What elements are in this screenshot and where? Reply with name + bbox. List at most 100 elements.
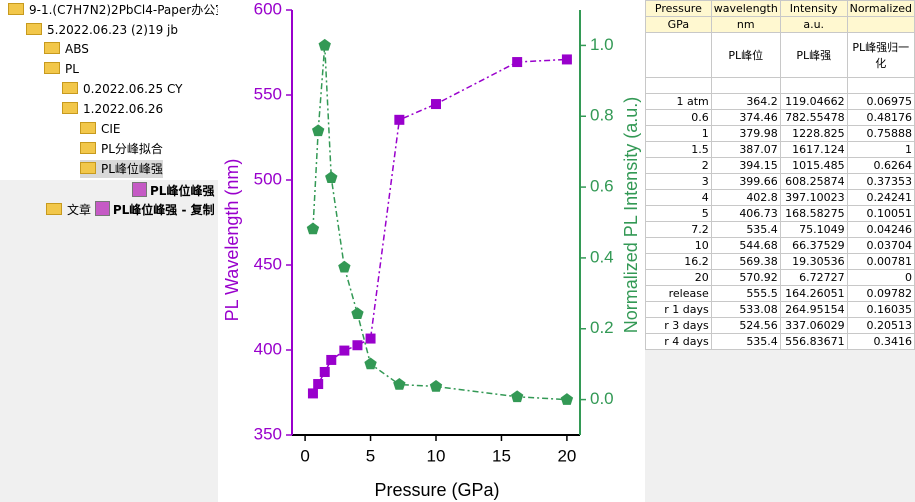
cell[interactable]: 1 xyxy=(645,125,712,142)
cell[interactable]: 4 xyxy=(645,189,712,206)
label: PL峰位峰强 - 复制 xyxy=(112,203,215,217)
cell[interactable]: Intensity xyxy=(779,0,848,17)
cell[interactable] xyxy=(846,77,915,94)
cell[interactable]: 364.2 xyxy=(710,93,781,110)
cell[interactable]: Normalized xyxy=(846,0,915,17)
tree-item[interactable]: ABS xyxy=(44,40,89,58)
cell[interactable]: 0.10051 xyxy=(846,205,915,222)
cell[interactable]: 1228.825 xyxy=(779,125,848,142)
cell[interactable] xyxy=(846,16,915,33)
cell[interactable]: 0.20513 xyxy=(846,317,915,334)
cell[interactable]: 397.10023 xyxy=(779,189,848,206)
header-row: GPa nm a.u. xyxy=(645,16,915,33)
cell[interactable]: 379.98 xyxy=(710,125,781,142)
cell[interactable]: 1 xyxy=(846,141,915,158)
cell[interactable]: 119.04662 xyxy=(779,93,848,110)
cell[interactable]: 19.30536 xyxy=(779,253,848,270)
cell[interactable]: 6.72727 xyxy=(779,269,848,286)
cell[interactable]: 569.38 xyxy=(710,253,781,270)
cell[interactable]: 1617.124 xyxy=(779,141,848,158)
window-tab[interactable]: 文章 PL峰位峰强 - 复制 xyxy=(46,201,215,218)
cell[interactable]: 16.2 xyxy=(645,253,712,270)
cell[interactable]: 0 xyxy=(846,269,915,286)
tree-item[interactable]: 9-1.(C7H7N2)2PbCl4-Paper办公室 xyxy=(8,1,218,19)
cell[interactable]: 0.03704 xyxy=(846,237,915,254)
cell[interactable]: 337.06029 xyxy=(779,317,848,334)
cell[interactable]: 402.8 xyxy=(710,189,781,206)
cell[interactable]: 0.04246 xyxy=(846,221,915,238)
cell[interactable]: 0.06975 xyxy=(846,93,915,110)
cell[interactable]: 374.46 xyxy=(710,109,781,126)
cell[interactable]: GPa xyxy=(645,16,712,33)
cell[interactable]: a.u. xyxy=(779,16,848,33)
cell[interactable]: 0.3416 xyxy=(846,333,915,350)
cell[interactable]: 1015.485 xyxy=(779,157,848,174)
cell[interactable]: 394.15 xyxy=(710,157,781,174)
cell[interactable]: 1.5 xyxy=(645,141,712,158)
cell[interactable] xyxy=(645,32,712,78)
cell[interactable]: 0.6 xyxy=(645,109,712,126)
cell[interactable]: release xyxy=(645,285,712,302)
cell[interactable]: 555.5 xyxy=(710,285,781,302)
marker xyxy=(364,357,377,370)
cell[interactable]: r 3 days xyxy=(645,317,712,334)
cell[interactable]: r 1 days xyxy=(645,301,712,318)
cell[interactable]: 0.75888 xyxy=(846,125,915,142)
cell[interactable]: 0.16035 xyxy=(846,301,915,318)
cell[interactable]: nm xyxy=(710,16,781,33)
cell[interactable]: Pressure xyxy=(645,0,712,17)
cell[interactable]: 0.24241 xyxy=(846,189,915,206)
cell[interactable]: PL峰强归一化 xyxy=(846,32,915,78)
cell[interactable]: 608.25874 xyxy=(779,173,848,190)
cell[interactable]: 10 xyxy=(645,237,712,254)
cell[interactable]: 533.08 xyxy=(710,301,781,318)
cell[interactable]: 3 xyxy=(645,173,712,190)
cell[interactable]: PL峰位 xyxy=(710,32,781,78)
cell[interactable]: PL峰强 xyxy=(779,32,848,78)
cell[interactable]: 387.07 xyxy=(710,141,781,158)
tree-item[interactable]: 5.2022.06.23 (2)19 jb xyxy=(26,21,178,39)
y-tick-label: 350 xyxy=(254,424,282,443)
cell[interactable]: 164.26051 xyxy=(779,285,848,302)
data-row: 16.2 569.38 19.30536 0.00781 xyxy=(645,253,915,270)
marker xyxy=(561,54,572,65)
cell[interactable] xyxy=(645,77,712,94)
cell[interactable]: wavelength xyxy=(710,0,781,17)
cell[interactable]: 75.1049 xyxy=(779,221,848,238)
cell[interactable]: r 4 days xyxy=(645,333,712,350)
cell[interactable]: 0.09782 xyxy=(846,285,915,302)
y-tick-label: 500 xyxy=(254,169,282,188)
cell[interactable]: 535.4 xyxy=(710,221,781,238)
cell[interactable]: 7.2 xyxy=(645,221,712,238)
cell[interactable]: 2 xyxy=(645,157,712,174)
tree-item[interactable]: PL分峰拟合 xyxy=(80,140,163,158)
tree-item[interactable]: CIE xyxy=(80,120,121,138)
cell[interactable]: 570.92 xyxy=(710,269,781,286)
tree-item[interactable]: PL xyxy=(44,60,79,78)
cell[interactable]: 264.95154 xyxy=(779,301,848,318)
cell[interactable]: 20 xyxy=(645,269,712,286)
cell[interactable]: 782.55478 xyxy=(779,109,848,126)
cell[interactable]: 168.58275 xyxy=(779,205,848,222)
window-tab[interactable]: PL峰位峰强 xyxy=(132,182,214,199)
cell[interactable]: 399.66 xyxy=(710,173,781,190)
cell[interactable]: 0.00781 xyxy=(846,253,915,270)
cell[interactable]: 406.73 xyxy=(710,205,781,222)
cell[interactable]: 5 xyxy=(645,205,712,222)
marker xyxy=(351,307,364,319)
cell[interactable]: 1 atm xyxy=(645,93,712,110)
cell[interactable]: 535.4 xyxy=(710,333,781,350)
cell[interactable]: 66.37529 xyxy=(779,237,848,254)
cell[interactable]: 556.83671 xyxy=(779,333,848,350)
cell[interactable]: 524.56 xyxy=(710,317,781,334)
marker xyxy=(319,366,330,377)
tree-item[interactable]: 1.2022.06.26 xyxy=(62,100,163,118)
tree-item[interactable]: 0.2022.06.25 CY xyxy=(62,80,182,98)
tree-item[interactable]: PL峰位峰强 xyxy=(80,160,163,178)
cell[interactable]: 0.6264 xyxy=(846,157,915,174)
cell[interactable] xyxy=(779,77,848,94)
cell[interactable]: 0.37353 xyxy=(846,173,915,190)
cell[interactable]: 0.48176 xyxy=(846,109,915,126)
cell[interactable]: 544.68 xyxy=(710,237,781,254)
cell[interactable] xyxy=(710,77,781,94)
